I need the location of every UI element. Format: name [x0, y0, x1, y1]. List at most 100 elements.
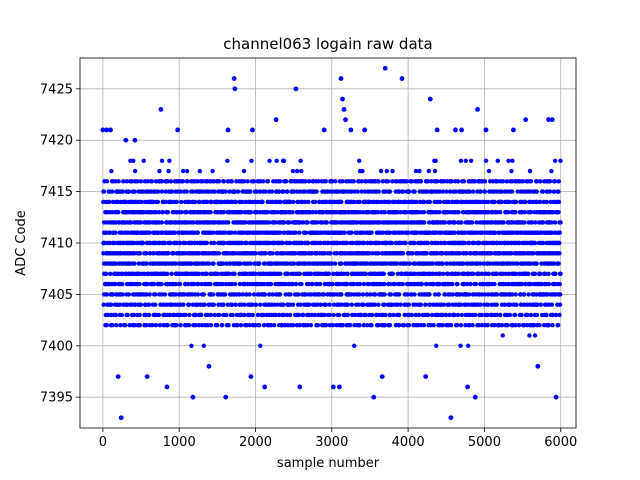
data-point: [293, 281, 299, 287]
data-point: [526, 220, 531, 225]
data-point: [379, 261, 384, 266]
data-point: [159, 281, 164, 287]
data-point: [159, 189, 165, 194]
data-point: [439, 179, 445, 184]
data-point: [470, 323, 475, 328]
data-point: [287, 251, 292, 256]
data-point: [238, 261, 243, 266]
data-point: [234, 220, 240, 225]
data-point: [124, 179, 129, 184]
data-point: [123, 199, 129, 205]
data-point: [159, 220, 165, 225]
data-point: [103, 230, 109, 235]
data-point: [243, 209, 248, 215]
data-point: [274, 158, 279, 163]
data-point: [437, 271, 442, 277]
data-point: [236, 230, 241, 235]
outlier-point: [231, 76, 237, 81]
data-point: [555, 251, 561, 256]
data-point: [510, 158, 515, 163]
data-point: [296, 230, 302, 235]
data-point: [126, 261, 131, 266]
data-point: [357, 292, 362, 297]
data-point: [458, 343, 463, 348]
data-point: [101, 302, 106, 307]
data-point: [238, 199, 243, 205]
data-point: [383, 312, 388, 318]
outlier-point: [262, 384, 268, 390]
data-point: [291, 199, 296, 205]
data-point: [164, 220, 169, 225]
data-point: [233, 261, 238, 266]
data-point: [478, 189, 483, 194]
data-point: [549, 230, 554, 235]
data-point: [432, 168, 438, 174]
data-point: [196, 281, 201, 287]
data-point: [193, 302, 199, 307]
data-point: [147, 251, 153, 256]
data-point: [458, 302, 463, 307]
data-point: [135, 220, 140, 225]
data-point: [557, 302, 563, 307]
data-point: [159, 158, 165, 163]
outlier-point: [293, 86, 299, 92]
data-point: [306, 179, 312, 184]
data-point: [306, 312, 312, 318]
data-point: [463, 230, 468, 235]
data-point: [130, 271, 135, 277]
data-point: [529, 220, 535, 225]
data-point: [208, 199, 214, 205]
data-point: [137, 312, 142, 318]
data-point: [149, 199, 154, 205]
data-point: [310, 281, 315, 287]
data-point: [531, 323, 537, 328]
data-point: [521, 323, 527, 328]
x-axis-title: sample number: [277, 456, 380, 471]
data-point: [406, 323, 412, 328]
data-point: [174, 179, 179, 184]
data-point: [287, 230, 293, 235]
data-point: [495, 179, 500, 184]
data-point: [396, 240, 402, 246]
data-point: [120, 189, 125, 194]
data-point: [532, 209, 537, 215]
data-point: [466, 343, 471, 348]
outlier-point: [379, 374, 385, 380]
outlier-point: [459, 127, 464, 133]
data-point: [293, 230, 298, 235]
data-point: [226, 323, 231, 328]
data-point: [523, 199, 528, 205]
data-point: [215, 220, 220, 225]
data-point: [300, 312, 305, 318]
data-point: [116, 209, 121, 215]
data-point: [375, 209, 381, 215]
data-point: [431, 281, 436, 287]
data-point: [534, 251, 540, 256]
data-point: [531, 189, 536, 194]
data-point: [152, 230, 158, 235]
data-point: [542, 179, 547, 184]
data-point: [198, 312, 203, 318]
data-point: [127, 323, 132, 328]
data-point: [427, 292, 432, 297]
data-point: [277, 292, 283, 297]
data-point: [376, 251, 381, 256]
data-point: [520, 179, 525, 184]
x-tick-label: 1000: [163, 435, 196, 450]
data-point: [214, 230, 220, 235]
data-point: [122, 323, 128, 328]
data-point: [163, 189, 168, 194]
data-point: [485, 323, 490, 328]
data-point: [317, 261, 323, 266]
data-point: [160, 251, 165, 256]
data-point: [295, 199, 300, 205]
data-point: [240, 292, 245, 297]
outlier-point: [475, 106, 480, 112]
data-point: [111, 251, 116, 256]
data-point: [436, 312, 441, 318]
outlier-point: [273, 117, 279, 123]
data-point: [482, 292, 488, 297]
data-point: [326, 281, 332, 287]
data-point: [463, 323, 468, 328]
data-point: [229, 302, 235, 307]
